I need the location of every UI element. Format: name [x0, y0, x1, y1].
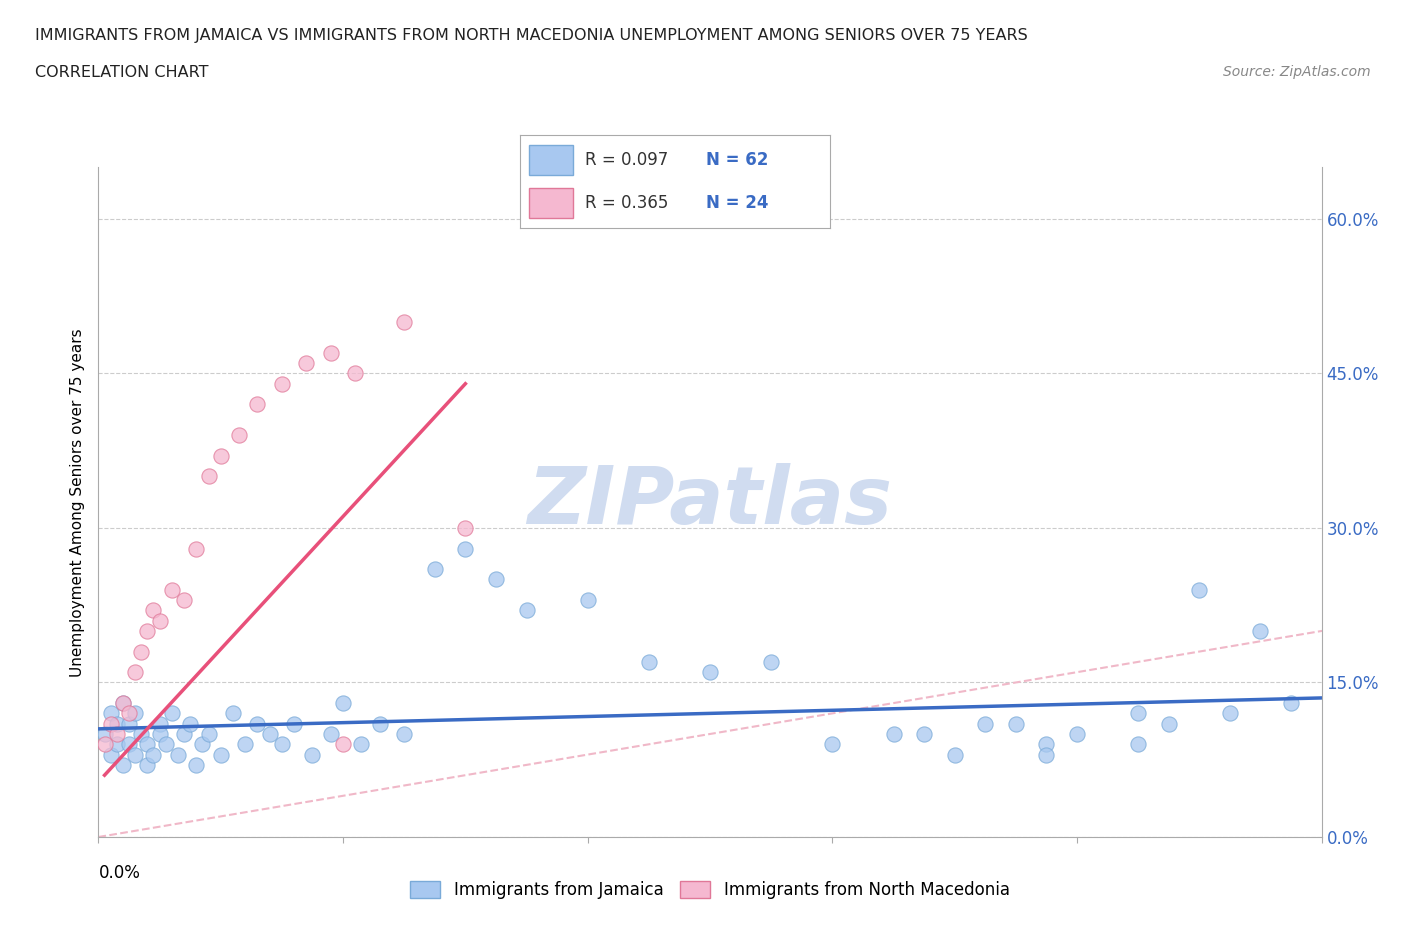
Point	[173, 726, 195, 741]
Point	[149, 726, 172, 741]
Point	[209, 448, 232, 463]
Point	[197, 469, 219, 484]
Point	[1035, 737, 1057, 751]
Point	[1279, 696, 1302, 711]
Point	[129, 726, 152, 741]
Point	[1128, 737, 1150, 751]
Text: N = 24: N = 24	[706, 193, 768, 212]
Point	[295, 355, 318, 370]
Point	[111, 696, 134, 711]
Text: ZIPatlas: ZIPatlas	[527, 463, 893, 541]
Point	[228, 428, 250, 443]
Point	[129, 644, 152, 659]
Point	[222, 706, 245, 721]
Point	[118, 706, 141, 721]
FancyBboxPatch shape	[530, 145, 572, 175]
Point	[576, 592, 599, 607]
Point	[160, 706, 183, 721]
Point	[699, 665, 721, 680]
Point	[136, 623, 159, 638]
Point	[149, 716, 172, 731]
Point	[111, 757, 134, 772]
Point	[179, 716, 201, 731]
Point	[301, 747, 323, 762]
Point	[259, 726, 281, 741]
Legend: Immigrants from Jamaica, Immigrants from North Macedonia: Immigrants from Jamaica, Immigrants from…	[404, 874, 1017, 906]
Point	[637, 655, 661, 670]
Point	[124, 706, 146, 721]
Point	[319, 345, 342, 360]
Point	[1004, 716, 1026, 731]
Point	[167, 747, 190, 762]
Text: R = 0.365: R = 0.365	[585, 193, 668, 212]
Point	[105, 726, 128, 741]
Point	[136, 737, 159, 751]
Point	[454, 541, 477, 556]
FancyBboxPatch shape	[530, 188, 572, 218]
Point	[173, 592, 195, 607]
Point	[1188, 582, 1211, 597]
Point	[283, 716, 305, 731]
Point	[111, 696, 134, 711]
Point	[423, 562, 446, 577]
Point	[136, 757, 159, 772]
Point	[454, 521, 477, 536]
Point	[1128, 706, 1150, 721]
Point	[233, 737, 256, 751]
Point	[100, 747, 122, 762]
Point	[118, 737, 141, 751]
Point	[142, 603, 165, 618]
Point	[1249, 623, 1271, 638]
Point	[93, 726, 115, 741]
Point	[912, 726, 935, 741]
Point	[883, 726, 905, 741]
Text: CORRELATION CHART: CORRELATION CHART	[35, 65, 208, 80]
Point	[332, 696, 354, 711]
Point	[160, 582, 183, 597]
Point	[155, 737, 177, 751]
Point	[100, 706, 122, 721]
Text: 0.0%: 0.0%	[98, 864, 141, 882]
Text: IMMIGRANTS FROM JAMAICA VS IMMIGRANTS FROM NORTH MACEDONIA UNEMPLOYMENT AMONG SE: IMMIGRANTS FROM JAMAICA VS IMMIGRANTS FR…	[35, 28, 1028, 43]
Point	[142, 747, 165, 762]
Point	[270, 737, 292, 751]
Point	[821, 737, 844, 751]
Text: R = 0.097: R = 0.097	[585, 151, 668, 169]
Point	[1035, 747, 1057, 762]
Point	[246, 716, 269, 731]
Point	[1219, 706, 1241, 721]
Point	[368, 716, 391, 731]
Point	[319, 726, 342, 741]
Text: N = 62: N = 62	[706, 151, 768, 169]
Point	[392, 314, 416, 329]
Y-axis label: Unemployment Among Seniors over 75 years: Unemployment Among Seniors over 75 years	[70, 328, 86, 676]
Point	[100, 716, 122, 731]
Point	[105, 716, 128, 731]
Point	[186, 757, 208, 772]
Point	[191, 737, 214, 751]
Point	[332, 737, 354, 751]
Point	[516, 603, 538, 618]
Point	[197, 726, 219, 741]
Point	[759, 655, 782, 670]
Point	[149, 613, 172, 628]
Point	[270, 377, 292, 392]
Point	[943, 747, 966, 762]
Point	[1066, 726, 1088, 741]
Point	[344, 366, 367, 381]
Point	[246, 397, 269, 412]
Point	[124, 747, 146, 762]
Point	[118, 716, 141, 731]
Point	[186, 541, 208, 556]
Point	[350, 737, 373, 751]
Point	[974, 716, 997, 731]
Text: Source: ZipAtlas.com: Source: ZipAtlas.com	[1223, 65, 1371, 79]
Point	[485, 572, 508, 587]
Point	[209, 747, 232, 762]
Point	[124, 665, 146, 680]
Point	[1157, 716, 1180, 731]
Point	[93, 737, 115, 751]
Point	[105, 737, 128, 751]
Point	[392, 726, 416, 741]
